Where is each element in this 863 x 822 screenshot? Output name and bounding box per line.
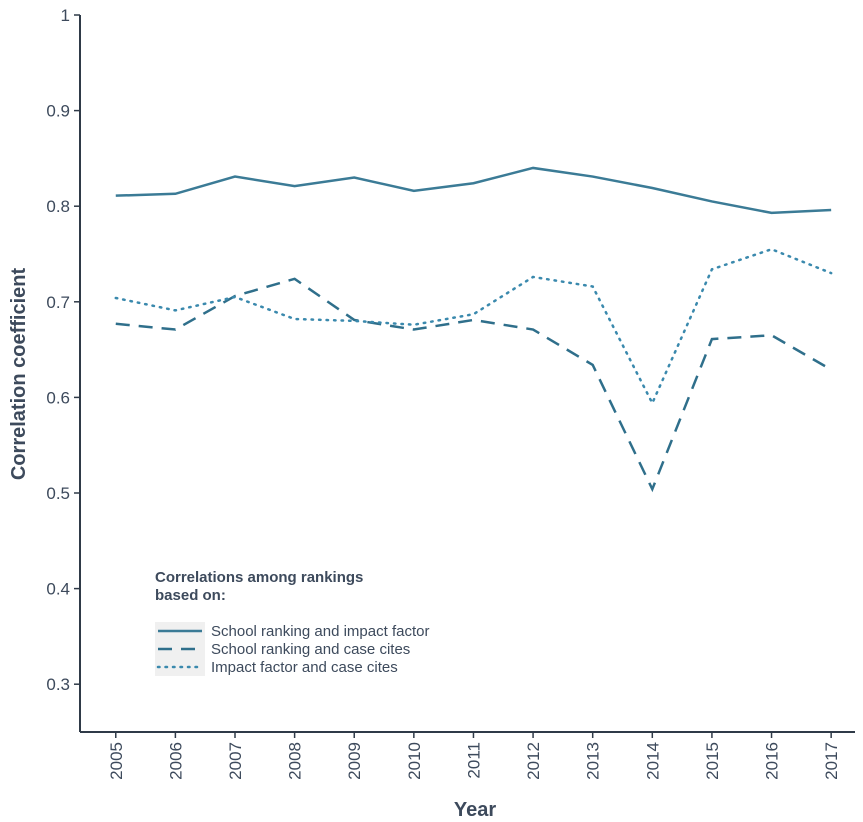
y-tick-label: 1 xyxy=(61,6,70,25)
x-axis-title: Year xyxy=(454,799,496,821)
x-tick-label: 2016 xyxy=(763,742,782,780)
y-tick-label: 0.7 xyxy=(46,293,70,312)
series-line xyxy=(114,247,833,407)
x-tick-label: 2014 xyxy=(643,742,662,780)
x-tick-label: 2008 xyxy=(286,742,305,780)
x-tick-label: 2005 xyxy=(107,742,126,780)
y-tick-label: 0.8 xyxy=(46,197,70,216)
legend-key-bg xyxy=(155,640,205,658)
series-line xyxy=(115,166,832,215)
x-tick-label: 2012 xyxy=(524,742,543,780)
x-tick-label: 2011 xyxy=(464,742,483,779)
x-tick-label: 2017 xyxy=(822,742,841,780)
x-tick-label: 2006 xyxy=(166,742,185,780)
x-tick-label: 2015 xyxy=(703,742,722,780)
legend-label: School ranking and impact factor xyxy=(211,623,429,640)
x-tick-label: 2007 xyxy=(226,742,245,780)
legend-label: School ranking and case cites xyxy=(211,641,410,658)
legend-title: based on: xyxy=(155,587,226,604)
x-tick-label: 2009 xyxy=(345,742,364,780)
y-tick-label: 0.4 xyxy=(46,580,70,599)
legend-title: Correlations among rankings xyxy=(155,569,363,586)
y-tick-label: 0.5 xyxy=(46,484,70,503)
legend-label: Impact factor and case cites xyxy=(211,659,398,676)
x-tick-label: 2013 xyxy=(584,742,603,780)
series-line xyxy=(115,277,832,493)
y-tick-label: 0.9 xyxy=(46,102,70,121)
y-tick-label: 0.6 xyxy=(46,388,70,407)
y-axis-title: Correlation coefficient xyxy=(8,268,30,481)
y-tick-label: 0.3 xyxy=(46,675,70,694)
x-tick-label: 2010 xyxy=(405,742,424,780)
